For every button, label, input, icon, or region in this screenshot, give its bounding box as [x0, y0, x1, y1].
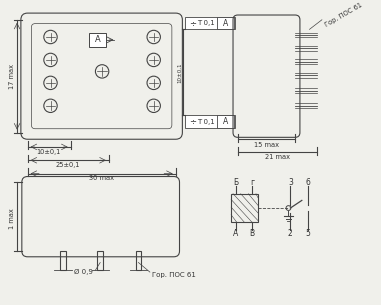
- Text: 6: 6: [305, 178, 310, 187]
- Text: 30 max: 30 max: [89, 175, 114, 181]
- Text: Б: Б: [233, 178, 239, 187]
- Text: 10±0,1: 10±0,1: [37, 149, 61, 155]
- Text: T 0,1: T 0,1: [197, 119, 215, 124]
- Text: ÷: ÷: [189, 117, 196, 126]
- Bar: [217, 115, 234, 128]
- Text: 15 max: 15 max: [254, 142, 279, 148]
- Text: 21 max: 21 max: [265, 154, 290, 160]
- Text: Гор. ПОС 61: Гор. ПОС 61: [324, 2, 363, 28]
- Text: 25±0,1: 25±0,1: [56, 162, 80, 168]
- Text: A: A: [94, 35, 100, 44]
- Text: Гор. ПОС 61: Гор. ПОС 61: [152, 272, 196, 278]
- Bar: [97, 251, 103, 270]
- Text: 17 max: 17 max: [9, 64, 15, 89]
- Bar: [136, 251, 141, 270]
- Text: 2: 2: [288, 229, 293, 238]
- Text: 10±0,1: 10±0,1: [177, 62, 182, 83]
- Text: A: A: [223, 117, 228, 126]
- Text: Ø 0,9: Ø 0,9: [74, 269, 93, 275]
- Text: ÷: ÷: [189, 19, 196, 28]
- Bar: [89, 33, 106, 47]
- Text: 1 max: 1 max: [9, 208, 15, 229]
- Text: г: г: [250, 178, 254, 187]
- Bar: [185, 17, 235, 29]
- Bar: [217, 17, 234, 29]
- Bar: [60, 251, 66, 270]
- Text: T 0,1: T 0,1: [197, 20, 215, 26]
- Bar: [185, 115, 235, 128]
- Bar: [231, 194, 258, 222]
- Text: 5: 5: [305, 229, 310, 238]
- Text: В: В: [250, 229, 255, 238]
- Text: A: A: [223, 19, 228, 28]
- Text: А: А: [233, 229, 239, 238]
- Text: 3: 3: [288, 178, 293, 187]
